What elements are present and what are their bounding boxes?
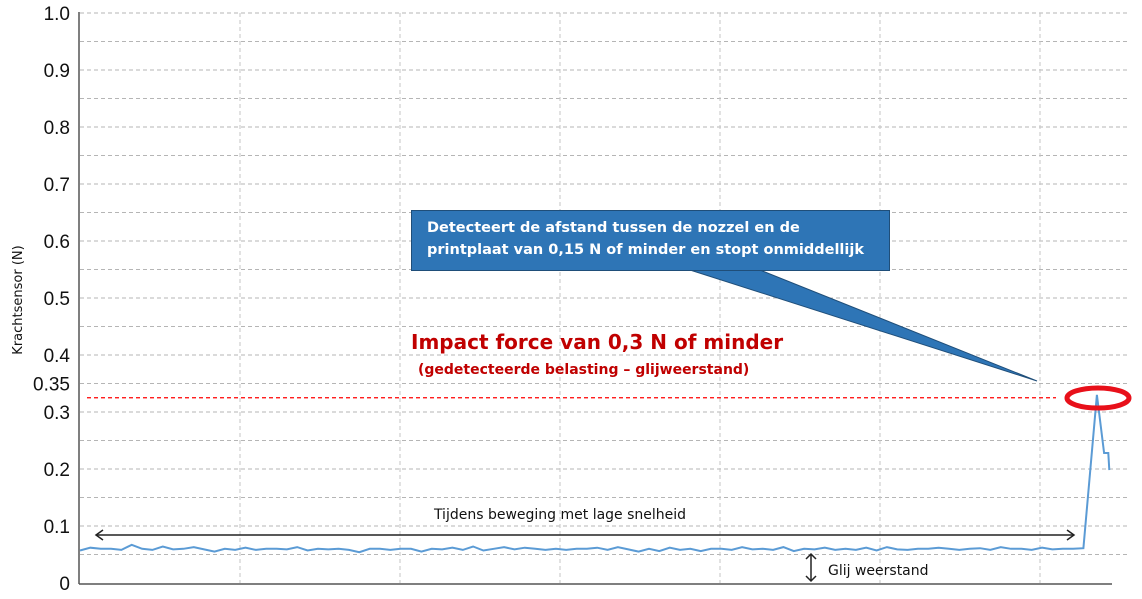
low-speed-arrow bbox=[94, 529, 1076, 541]
y-tick-label: 0 bbox=[59, 574, 70, 595]
y-tick-label: 0.4 bbox=[44, 346, 71, 367]
callout-text: Detecteert de afstand tussen de nozzel e… bbox=[427, 220, 864, 258]
impact-subtitle: (gedetecteerde belasting – glijweerstand… bbox=[418, 362, 749, 378]
y-tick-label: 0.1 bbox=[44, 517, 70, 538]
y-tick-label: 1.0 bbox=[44, 4, 70, 25]
y-tick-label: 0.9 bbox=[44, 61, 70, 82]
y-tick-label: 0.6 bbox=[44, 232, 70, 253]
force-series-line bbox=[79, 394, 1111, 554]
y-tick-labels: 0 0.1 0.2 0.3 0.35 0.4 0.5 0.6 0.7 0.8 0.9 1.0 bbox=[33, 4, 70, 595]
y-tick-label: 0.35 bbox=[33, 375, 70, 396]
low-speed-label: Tijdens beweging met lage snelheid bbox=[433, 507, 686, 523]
impact-title: Impact force van 0,3 N of minder bbox=[411, 330, 783, 354]
peak-marker-ellipse bbox=[1064, 385, 1132, 411]
friction-arrow bbox=[805, 552, 817, 583]
y-tick-label: 0.8 bbox=[44, 118, 70, 139]
y-tick-label: 0.3 bbox=[44, 403, 70, 424]
callout-box: Detecteert de afstand tussen de nozzel e… bbox=[411, 210, 890, 271]
y-tick-label: 0.2 bbox=[44, 460, 70, 481]
friction-label: Glij weerstand bbox=[828, 563, 929, 579]
y-tick-label: 0.5 bbox=[44, 289, 70, 310]
y-tick-label: 0.7 bbox=[44, 175, 70, 196]
grid bbox=[80, 12, 1130, 583]
y-axis-label: Krachtsensor (N) bbox=[11, 245, 26, 354]
